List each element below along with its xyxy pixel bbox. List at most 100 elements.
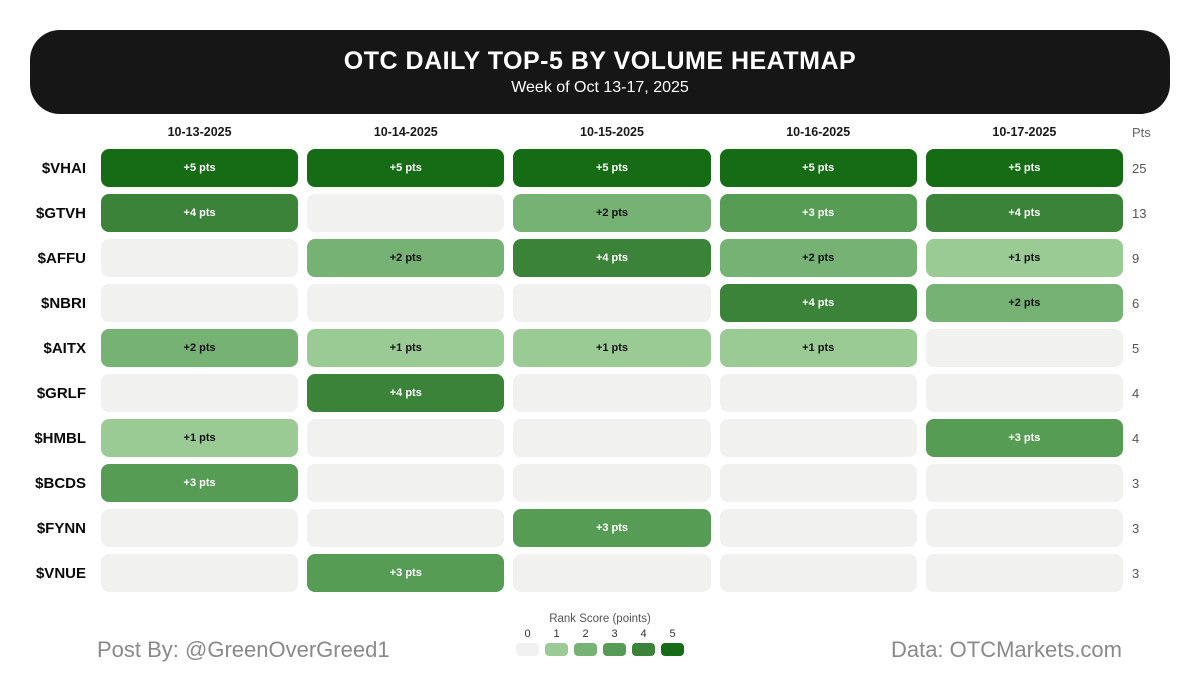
- heatmap-cell: [513, 464, 711, 502]
- heatmap-grid: 10-13-2025 10-14-2025 10-15-2025 10-16-2025…: [30, 122, 1170, 592]
- legend: Rank Score (points) 0 1 2 3 4 5: [516, 613, 684, 656]
- heatmap-cell: [513, 554, 711, 592]
- pts-value: 4: [1131, 385, 1140, 401]
- column-header: 10-16-2025: [786, 125, 851, 139]
- heatmap-cell: +2 pts: [925, 284, 1123, 322]
- pts-value: 6: [1131, 295, 1140, 311]
- column-header: 10-14-2025: [373, 125, 438, 139]
- heatmap-cell: +5 pts: [719, 149, 917, 187]
- footer-data-source: Data: OTCMarkets.com: [890, 637, 1122, 662]
- heatmap-cell: [925, 374, 1123, 412]
- legend-label: 5: [669, 628, 676, 640]
- heatmap-cell: [307, 284, 505, 322]
- legend-swatches: 0 1 2 3 4 5: [516, 628, 684, 656]
- heatmap-cell: [101, 374, 299, 412]
- footer-author: Post By: @GreenOverGreed1: [97, 637, 390, 662]
- legend-label: 1: [553, 628, 560, 640]
- heatmap-cell: +1 pts: [307, 329, 505, 367]
- heatmap-cell: +4 pts: [101, 194, 299, 232]
- row-label-ticker: $FYNN: [36, 519, 86, 537]
- heatmap-cell: [719, 374, 917, 412]
- heatmap-cell: [925, 554, 1123, 592]
- pts-value: 3: [1131, 475, 1140, 491]
- heatmap-cell: [101, 509, 299, 547]
- heatmap-cell: +5 pts: [513, 149, 711, 187]
- heatmap-cell: +1 pts: [719, 329, 917, 367]
- heatmap-cell: +2 pts: [513, 194, 711, 232]
- heatmap-cell: +3 pts: [101, 464, 299, 502]
- heatmap-cell: +1 pts: [513, 329, 711, 367]
- heatmap-cell: +4 pts: [513, 239, 711, 277]
- heatmap-cell: +2 pts: [719, 239, 917, 277]
- heatmap-cell: [513, 419, 711, 457]
- heatmap-cell: +1 pts: [925, 239, 1123, 277]
- legend-color-chip: [603, 643, 626, 656]
- row-label-ticker: $HMBL: [34, 429, 86, 447]
- heatmap-cell: [513, 374, 711, 412]
- pts-column-header: Pts: [1131, 124, 1151, 140]
- heatmap-cell: [101, 239, 299, 277]
- row-label-ticker: $AFFU: [37, 249, 86, 267]
- legend-item: 2: [574, 628, 597, 656]
- legend-item: 4: [632, 628, 655, 656]
- heatmap-cell: +1 pts: [101, 419, 299, 457]
- heatmap-cell: +3 pts: [513, 509, 711, 547]
- row-label-ticker: $VHAI: [41, 159, 86, 177]
- legend-color-chip: [574, 643, 597, 656]
- heatmap-cell: [101, 554, 299, 592]
- heatmap-cell: [307, 194, 505, 232]
- heatmap-cell: [719, 554, 917, 592]
- legend-title: Rank Score (points): [549, 613, 651, 625]
- legend-label: 4: [640, 628, 647, 640]
- chart-subtitle: Week of Oct 13-17, 2025: [511, 79, 689, 96]
- row-label-ticker: $AITX: [43, 339, 86, 357]
- pts-value: 9: [1131, 250, 1140, 266]
- pts-value: 13: [1131, 205, 1147, 221]
- heatmap-cell: [925, 329, 1123, 367]
- legend-item: 0: [516, 628, 539, 656]
- legend-label: 3: [611, 628, 618, 640]
- heatmap-cell: [307, 419, 505, 457]
- legend-label: 2: [582, 628, 589, 640]
- title-banner: OTC DAILY TOP-5 BY VOLUME HEATMAP Week o…: [30, 30, 1170, 114]
- heatmap-cell: [513, 284, 711, 322]
- column-header: 10-15-2025: [580, 125, 644, 139]
- heatmap-cell: +3 pts: [925, 419, 1123, 457]
- row-label-ticker: $VNUE: [35, 564, 86, 582]
- legend-item: 5: [661, 628, 684, 656]
- column-header: 10-13-2025: [167, 125, 232, 139]
- chart-title: OTC DAILY TOP-5 BY VOLUME HEATMAP: [343, 47, 857, 75]
- row-label-ticker: $NBRI: [40, 294, 86, 312]
- column-header: 10-17-2025: [992, 125, 1057, 139]
- legend-item: 3: [603, 628, 626, 656]
- heatmap-cell: +2 pts: [101, 329, 299, 367]
- heatmap-cell: +3 pts: [719, 194, 917, 232]
- legend-label: 0: [524, 628, 531, 640]
- row-label-ticker: $GTVH: [35, 204, 86, 222]
- heatmap-cell: [925, 509, 1123, 547]
- heatmap-cell: +4 pts: [307, 374, 505, 412]
- pts-value: 5: [1131, 340, 1140, 356]
- pts-value: 4: [1131, 430, 1140, 446]
- row-label-ticker: $GRLF: [36, 384, 86, 402]
- legend-item: 1: [545, 628, 568, 656]
- heatmap-cell: +5 pts: [101, 149, 299, 187]
- heatmap-cell: [307, 464, 505, 502]
- heatmap-cell: +2 pts: [307, 239, 505, 277]
- legend-color-chip: [632, 643, 655, 656]
- heatmap-cell: [307, 509, 505, 547]
- heatmap-cell: [719, 464, 917, 502]
- heatmap-cell: [101, 284, 299, 322]
- legend-color-chip: [545, 643, 568, 656]
- legend-color-chip: [516, 643, 539, 656]
- heatmap-cell: +5 pts: [925, 149, 1123, 187]
- pts-value: 3: [1131, 565, 1140, 581]
- row-label-ticker: $BCDS: [35, 474, 86, 492]
- heatmap-cell: [719, 419, 917, 457]
- heatmap-cell: +4 pts: [925, 194, 1123, 232]
- legend-color-chip: [661, 643, 684, 656]
- heatmap-cell: [719, 509, 917, 547]
- heatmap-cell: +3 pts: [307, 554, 505, 592]
- heatmap-cell: +4 pts: [719, 284, 917, 322]
- pts-value: 25: [1131, 160, 1147, 176]
